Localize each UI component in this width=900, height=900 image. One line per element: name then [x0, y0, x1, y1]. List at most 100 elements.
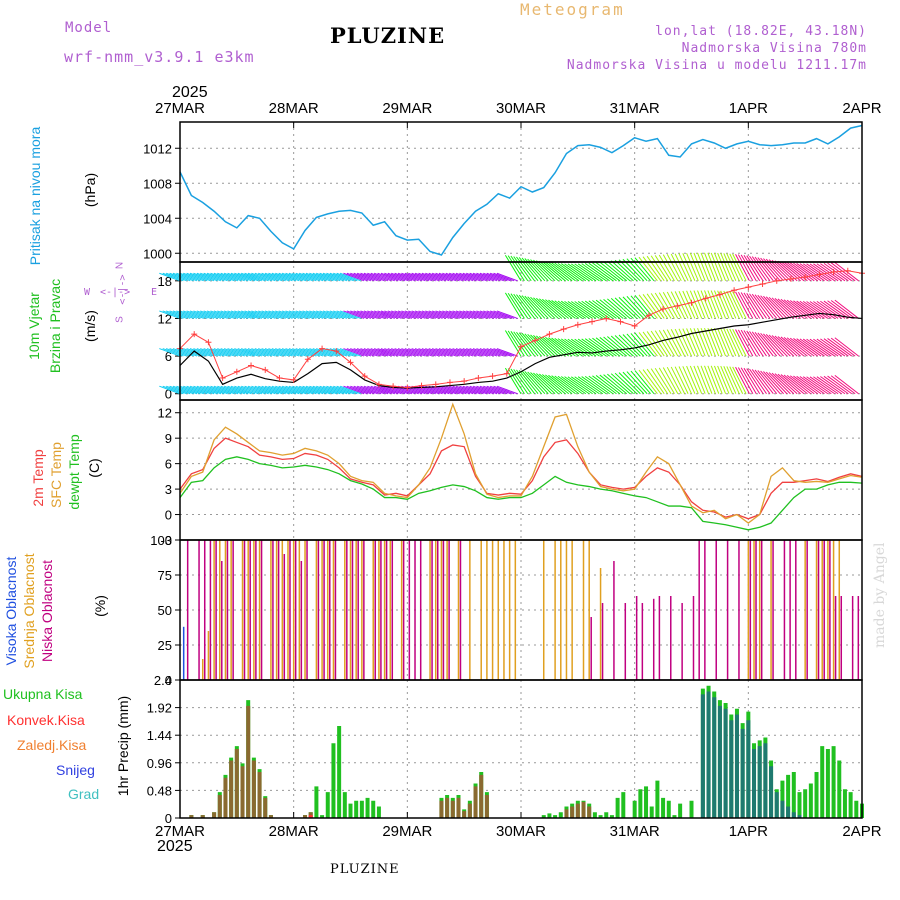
wind-gust-marker — [248, 362, 255, 369]
wind-arrow — [384, 272, 406, 282]
wind-arrow — [713, 252, 727, 282]
wind-gust-marker — [290, 376, 297, 383]
wind-arrow — [749, 293, 767, 319]
wind-arrow — [213, 272, 235, 282]
wind-arrow — [780, 336, 805, 357]
wind-arrow — [830, 337, 856, 357]
date-label-bottom: 31MAR — [610, 823, 660, 840]
wind-arrow — [319, 272, 341, 282]
wind-arrow — [545, 299, 570, 319]
precip-froz-bar — [462, 811, 467, 818]
wind-arrow — [445, 348, 467, 357]
wind-arrow — [264, 348, 286, 357]
wind-arrow — [682, 366, 696, 394]
wind-gust-marker — [503, 370, 510, 377]
wind-arrow — [452, 310, 474, 319]
wind-arrow — [516, 369, 536, 395]
wind-arrow — [384, 385, 406, 395]
wind-arrow — [234, 272, 256, 282]
legend-froz: Zaledj.Kisa — [17, 737, 87, 753]
wind-arrow — [380, 310, 402, 319]
wind-arrow — [574, 301, 600, 319]
wind-arrow — [626, 371, 648, 395]
wind-arrow — [220, 310, 242, 319]
wind-arrow — [834, 299, 859, 319]
precip-total-bar — [814, 772, 819, 818]
wind-gust-marker — [787, 275, 794, 282]
wind-arrow — [179, 310, 201, 319]
wind-arrow — [607, 336, 631, 357]
wind-arrow — [595, 375, 621, 395]
wind-arrow — [428, 310, 450, 319]
precip-total-bar — [797, 792, 802, 818]
wind-arrow — [754, 256, 774, 282]
wind-arrow — [489, 385, 511, 395]
y-tick-label: 18 — [158, 274, 172, 289]
wind-arrow — [414, 310, 436, 319]
wind-arrow — [820, 376, 846, 395]
bottom-title: PLUZINE — [330, 862, 400, 877]
wind-arrow — [650, 368, 669, 395]
wind-arrow — [743, 292, 761, 319]
precip-total-bar — [604, 812, 609, 818]
wind-arrow — [726, 253, 740, 282]
wind-arrow — [476, 310, 498, 319]
wind-arrow — [834, 374, 859, 395]
wind-arrow — [732, 329, 747, 357]
wind-arrow — [670, 329, 686, 357]
wind-gust-marker — [844, 267, 851, 274]
wind-arrow — [438, 385, 460, 395]
precip-total-bar — [615, 797, 620, 818]
date-label-top: 29MAR — [382, 100, 432, 117]
wind-arrow — [479, 272, 501, 282]
wind-arrow — [333, 385, 355, 395]
wind-arrow — [373, 310, 396, 319]
precip-froz-bar — [467, 803, 472, 818]
precip-total-bar — [342, 792, 347, 818]
wind-arrow — [618, 372, 641, 395]
wind-gust-marker — [418, 382, 425, 389]
wind-arrow — [618, 297, 641, 319]
wind-arrow — [588, 375, 614, 395]
wind-arrow — [686, 290, 699, 319]
wind-arrow — [295, 310, 317, 319]
precip-total-bar — [354, 800, 359, 818]
wind-arrow — [513, 331, 532, 357]
wind-arrow — [618, 259, 641, 282]
wind-arrow — [704, 327, 716, 357]
precip-total-bar — [689, 800, 694, 818]
wind-arrow — [442, 348, 464, 357]
wind-arrow — [196, 385, 218, 395]
wind-arrow — [442, 272, 464, 282]
y-tick-label: 50 — [158, 603, 172, 618]
wind-arrow — [527, 333, 549, 357]
wind-arrow — [507, 368, 525, 394]
wind-arrow — [193, 272, 215, 282]
wind-arrow — [743, 255, 761, 282]
wind-arrow — [599, 337, 624, 357]
wind-arrow — [746, 293, 764, 319]
precip-froz-bar — [575, 803, 580, 818]
wind-arrow — [557, 338, 583, 357]
wind-arrow — [599, 299, 624, 319]
wind-arrow — [577, 301, 604, 319]
wind-arrow — [329, 272, 351, 282]
wind-arrow — [373, 348, 396, 357]
wind-arrow — [479, 385, 501, 395]
wind-arrow — [217, 272, 239, 282]
y-tick-label: 0.96 — [147, 756, 172, 771]
wind-arrow — [551, 300, 576, 319]
precip-snow-bar — [717, 705, 722, 818]
wind-arrow — [196, 348, 218, 357]
precip-total-bar — [808, 783, 813, 818]
sfc-temp-line — [179, 402, 863, 524]
wind-arrow — [697, 252, 710, 282]
wind-arrow — [251, 348, 273, 357]
wind-arrow — [545, 374, 570, 395]
wind-arrow — [268, 310, 290, 319]
wind-arrow — [607, 373, 631, 395]
wind-arrow — [244, 310, 266, 319]
precip-snow-bar — [734, 714, 739, 818]
wind-arrow — [622, 296, 645, 319]
wind-arrow — [431, 310, 453, 319]
